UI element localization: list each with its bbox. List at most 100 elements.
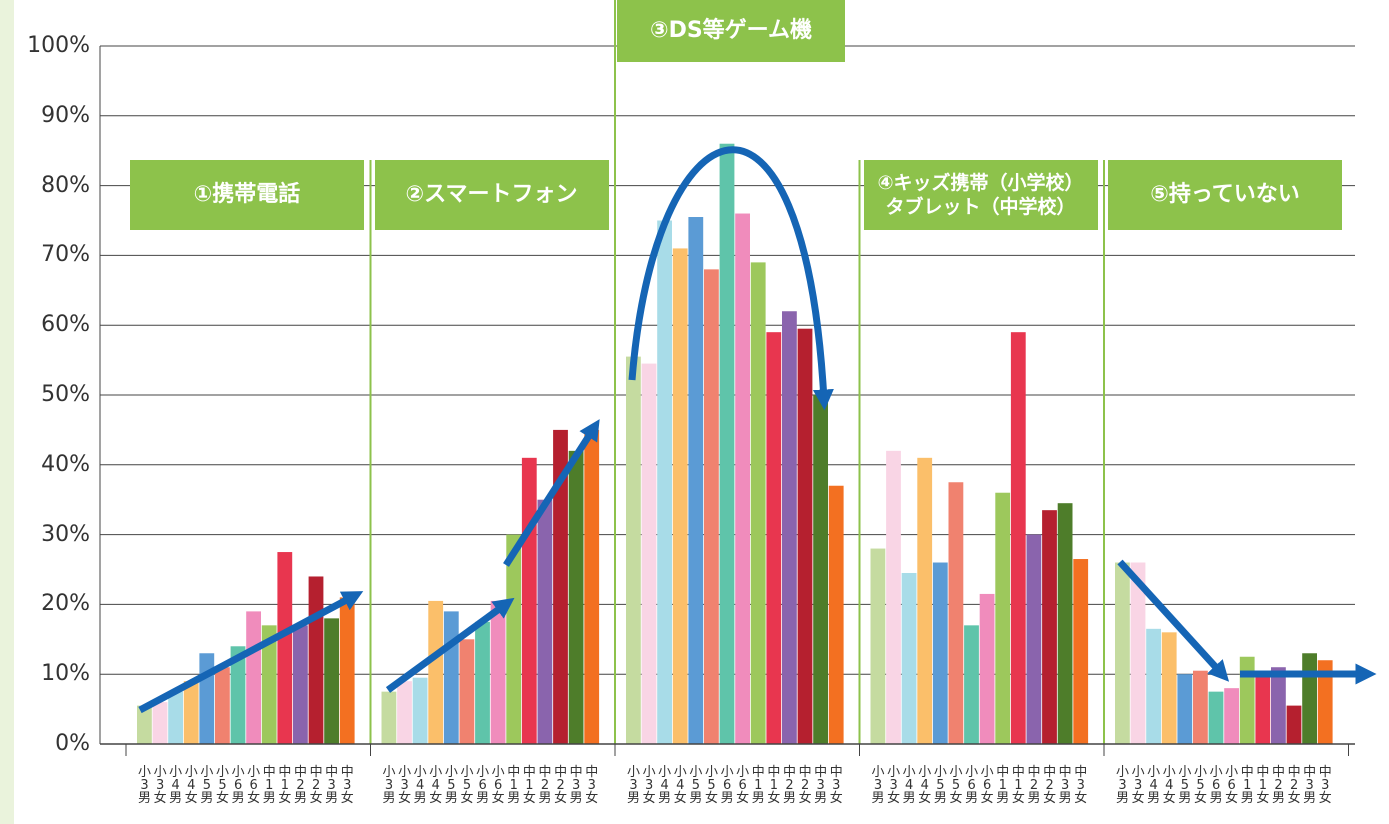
x-tick-label: 小4女 xyxy=(918,765,932,806)
bar xyxy=(797,328,813,744)
x-tick-label: 小4男 xyxy=(658,765,672,806)
x-tick-label: 小6男 xyxy=(476,765,490,806)
y-tick-label: 10% xyxy=(41,661,90,687)
bar xyxy=(381,691,397,744)
bar xyxy=(261,625,277,744)
bar xyxy=(230,646,246,744)
group-label: ⑤持っていない xyxy=(1108,160,1342,230)
bar xyxy=(1208,691,1224,744)
bar xyxy=(1239,656,1255,744)
bar xyxy=(277,552,293,744)
bar xyxy=(443,611,459,744)
y-tick-label: 40% xyxy=(41,451,90,477)
bar xyxy=(459,639,475,744)
y-tick-label: 60% xyxy=(41,312,90,338)
bar xyxy=(886,450,901,744)
y-tick-label: 70% xyxy=(41,242,90,268)
bar xyxy=(183,681,199,744)
bar xyxy=(1317,660,1333,744)
x-tick-label: 中3男 xyxy=(1058,765,1072,806)
bar xyxy=(168,691,183,744)
x-tick-label: 中2男 xyxy=(782,765,796,806)
x-tick-label: 小6男 xyxy=(1209,765,1223,806)
x-tick-label: 小6男 xyxy=(965,765,979,806)
x-tick-label: 中2男 xyxy=(1027,765,1041,806)
x-tick-label: 中2女 xyxy=(798,765,812,806)
x-tick-label: 中2男 xyxy=(538,765,552,806)
x-tick-label: 小4女 xyxy=(673,765,687,806)
bar xyxy=(215,667,230,744)
bar xyxy=(152,702,168,744)
trend-arrow xyxy=(385,597,515,693)
trend-arrow xyxy=(503,419,600,567)
x-tick-label: 小6女 xyxy=(736,765,750,806)
x-tick-label: 小6女 xyxy=(491,765,505,806)
y-tick-label: 50% xyxy=(41,382,90,407)
x-tick-label: 中3女 xyxy=(1318,765,1332,806)
x-tick-label: 中1女 xyxy=(1011,765,1025,806)
x-tick-label: 中1男 xyxy=(262,765,276,806)
x-tick-label: 小3女 xyxy=(887,765,901,806)
x-tick-label: 小6男 xyxy=(231,765,245,806)
bar xyxy=(688,217,704,744)
x-tick-label: 中3男 xyxy=(325,765,339,806)
x-tick-label: 小5女 xyxy=(704,765,718,806)
bar xyxy=(948,482,964,744)
bar xyxy=(553,429,568,744)
x-tick-label: 小4男 xyxy=(169,765,183,806)
y-tick-label: 100% xyxy=(27,33,90,58)
bar xyxy=(1130,562,1146,744)
x-tick-label: 中1女 xyxy=(767,765,781,806)
x-tick-label: 小3男 xyxy=(382,765,396,806)
bar xyxy=(568,450,584,744)
bar xyxy=(1026,534,1042,744)
bar xyxy=(995,492,1011,744)
bar xyxy=(1042,510,1057,744)
x-tick-label: 小6女 xyxy=(1225,765,1239,806)
bar xyxy=(293,625,308,744)
bar xyxy=(813,395,828,744)
x-tick-label: 小4男 xyxy=(413,765,427,806)
y-tick-label: 20% xyxy=(41,591,90,617)
trend-arrow xyxy=(628,146,834,411)
bar xyxy=(506,534,522,744)
bar xyxy=(657,220,672,744)
x-tick-label: 中1女 xyxy=(1256,765,1270,806)
x-tick-label: 小5男 xyxy=(200,765,214,806)
bar xyxy=(324,618,339,744)
x-tick-label: 小4男 xyxy=(1147,765,1161,806)
bar xyxy=(626,356,641,744)
x-tick-label: 小4女 xyxy=(429,765,443,806)
chart xyxy=(99,0,1377,756)
bar xyxy=(704,269,719,744)
x-tick-label: 中3女 xyxy=(1074,765,1088,806)
bar xyxy=(917,457,933,744)
bar xyxy=(475,621,490,744)
bar xyxy=(339,597,355,744)
x-tick-label: 中3男 xyxy=(569,765,583,806)
trend-arrow xyxy=(138,591,364,714)
x-tick-label: 小5女 xyxy=(215,765,229,806)
trend-arrow xyxy=(1117,559,1230,682)
plot-area: 0% 10% 20% 30% 40% 50% 60% 70% 80% 90% 100% ①携帯電話 小3… xyxy=(14,0,1389,824)
bar xyxy=(719,143,735,745)
x-tick-label: 小4女 xyxy=(1162,765,1176,806)
group-label: ②スマートフォン xyxy=(374,160,609,230)
x-tick-label: 中2女 xyxy=(554,765,568,806)
bar xyxy=(199,653,215,744)
x-tick-label: 小3女 xyxy=(1131,765,1145,806)
x-tick-label: 中3男 xyxy=(814,765,828,806)
x-tick-label: 小5女 xyxy=(1193,765,1207,806)
x-tick-label: 小5女 xyxy=(949,765,963,806)
x-tick-label: 小5男 xyxy=(1178,765,1192,806)
x-tick-label: 中3女 xyxy=(340,765,354,806)
x-tick-label: 小6女 xyxy=(980,765,994,806)
bar xyxy=(735,213,750,744)
x-tick-label: 中2男 xyxy=(293,765,307,806)
bar xyxy=(1010,332,1026,744)
x-tick-label: 中3男 xyxy=(1303,765,1317,806)
bar xyxy=(641,363,657,744)
bar xyxy=(1302,653,1317,744)
bar xyxy=(1177,674,1193,744)
